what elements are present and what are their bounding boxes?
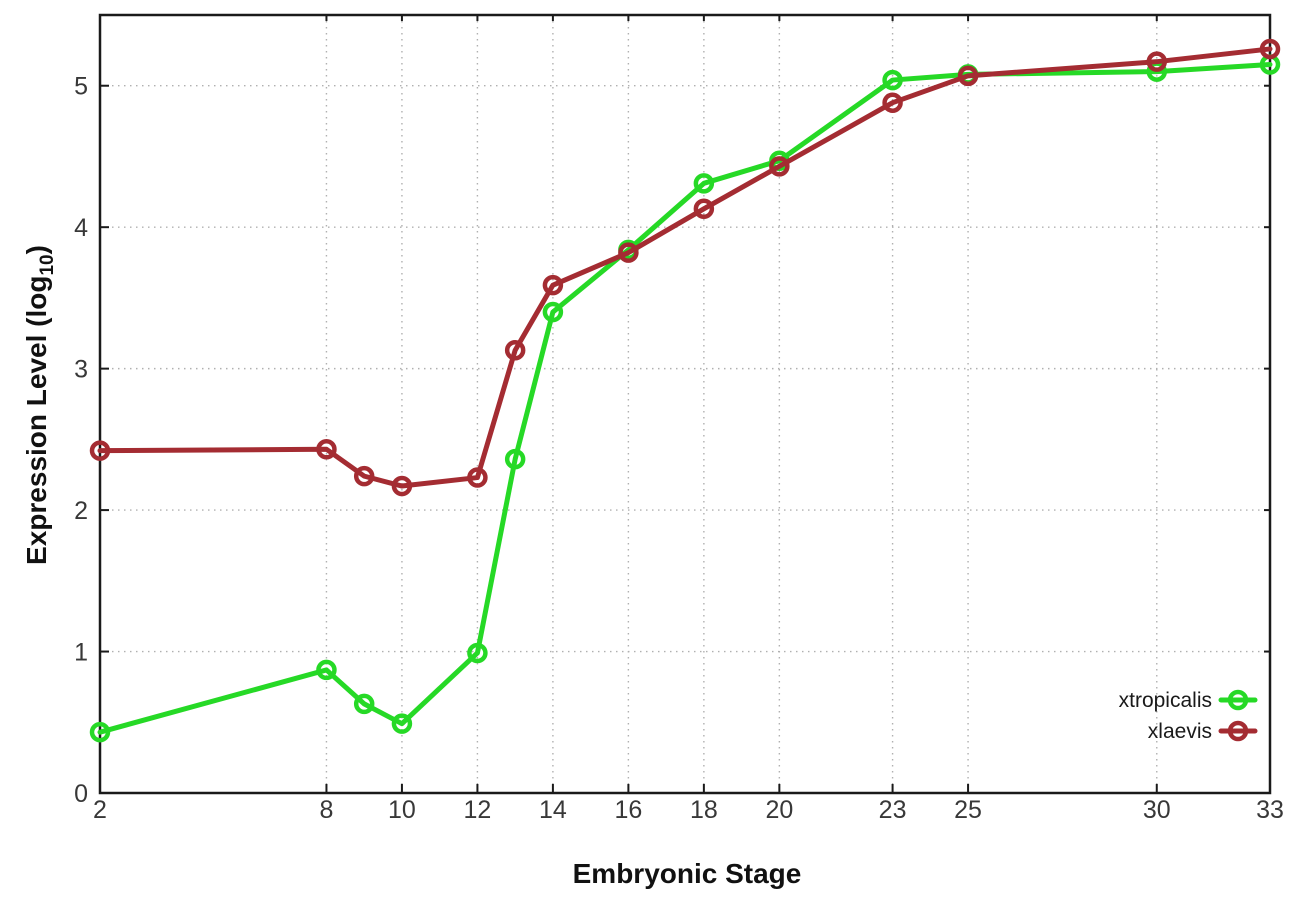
x-tick-label: 8 [319,796,333,824]
data-point-xtropicalis [504,448,526,470]
data-point-xlaevis [89,440,111,461]
data-point-xtropicalis [882,69,903,91]
x-tick-label: 20 [765,796,793,824]
plot-border [98,13,1272,795]
legend: xtropicalis xlaevis [1119,689,1258,743]
data-point-xtropicalis [542,301,564,323]
y-tick-label: 5 [74,73,88,101]
data-point-xlaevis [542,274,564,296]
data-point-xlaevis [769,156,790,177]
data-point-xlaevis [504,339,526,361]
data-point-xtropicalis [316,659,337,681]
data-point-xtropicalis [467,642,488,664]
data-point-xlaevis [391,475,413,497]
y-axis-title-close: ) [21,245,52,254]
data-point-xlaevis [1259,38,1281,60]
data-point-xlaevis [882,92,903,113]
y-tick-label: 4 [74,214,88,242]
legend-label: xlaevis [1148,720,1212,743]
x-axis-title: Embryonic Stage [573,858,802,889]
x-tick-label: 14 [539,796,567,824]
legend-item-xlaevis: xlaevis [1148,720,1258,743]
legend-label: xtropicalis [1119,689,1212,712]
data-point-xlaevis [316,439,337,460]
series-line-xtropicalis [97,62,1273,735]
x-tick-label: 18 [690,796,718,824]
legend-item-xtropicalis: xtropicalis [1119,689,1258,712]
x-tick-label: 33 [1256,796,1284,824]
data-point-xtropicalis [89,721,111,743]
legend-marker-icon [1227,689,1249,711]
data-point-xlaevis [693,198,715,220]
series-xlaevis [89,38,1281,497]
data-point-xtropicalis [693,173,715,194]
data-point-xlaevis [467,467,488,488]
y-tick-label: 1 [74,639,88,667]
x-tick-label: 16 [614,796,642,824]
data-point-xlaevis [353,465,375,487]
x-tick-label: 10 [388,796,416,824]
x-tick-label: 25 [954,796,982,824]
y-tick-label: 3 [74,356,88,384]
y-axis-title-subscript: 10 [37,254,58,275]
x-tick-label: 2 [93,796,107,824]
grid-layer [99,15,1271,794]
y-tick-label: 2 [74,497,88,525]
x-tick-label: 30 [1143,796,1171,824]
data-point-xlaevis [618,242,639,263]
x-tick-label: 23 [879,796,907,824]
data-point-xlaevis [1146,51,1168,72]
data-point-xtropicalis [353,693,375,715]
y-axis-title: Expression Level (log10) [21,245,58,565]
x-tick-label: 12 [464,796,492,824]
series-layer [89,38,1281,743]
data-point-xtropicalis [391,713,413,734]
y-tick-label: 0 [74,780,88,808]
data-point-xlaevis [957,65,979,87]
series-line-xlaevis [97,46,1273,489]
legend-marker-icon [1227,720,1249,742]
series-xtropicalis [89,54,1281,743]
y-axis-title-main: Expression Level (log [21,276,52,565]
